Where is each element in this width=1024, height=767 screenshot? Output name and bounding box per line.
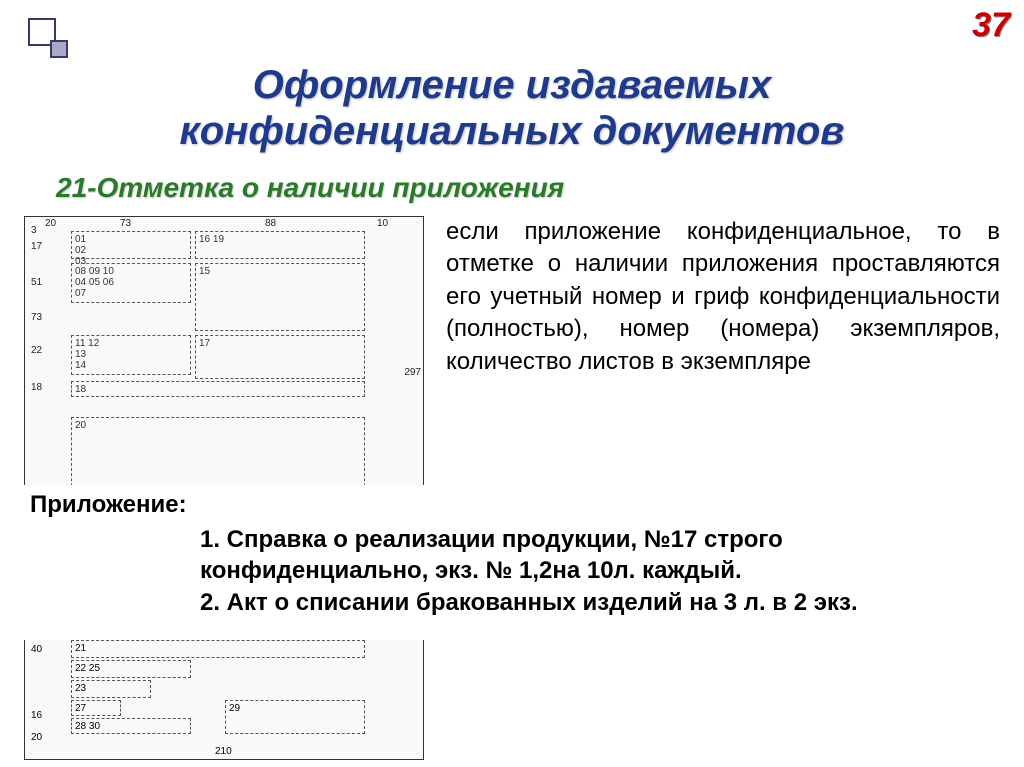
title-line-2: конфиденциальных документов: [180, 109, 845, 153]
diagram-cell: 15: [195, 263, 365, 331]
dim-label: 16: [31, 710, 42, 721]
diagram-cell: 27: [71, 700, 121, 716]
slide-subtitle: 21-Отметка о наличии приложения: [0, 154, 1024, 204]
dim-label: 51: [31, 277, 42, 288]
attachment-items: 1. Справка о реализации продукции, №17 с…: [30, 524, 1000, 618]
document-layout-diagram-upper: 20 73 88 10 3 17 51 73 22 18 297 010203 0…: [24, 216, 424, 526]
diagram-cell: 11 121314: [71, 335, 191, 375]
document-layout-diagram-lower: 40 16 20 210 21 22 25 23 27 28 30 29: [24, 640, 424, 760]
attachment-item-2: 2. Акт о списании бракованных изделий на…: [200, 587, 1000, 618]
dim-label: 20: [31, 732, 42, 743]
dim-label: 73: [31, 312, 42, 323]
diagram-cell: 28 30: [71, 718, 191, 734]
slide-title: Оформление издаваемых конфиденциальных д…: [0, 0, 1024, 154]
diagram-cell: 29: [225, 700, 365, 734]
dim-label: 40: [31, 644, 42, 655]
attachment-item-1: 1. Справка о реализации продукции, №17 с…: [200, 524, 1000, 586]
dim-label: 17: [31, 241, 42, 252]
attachment-block: Приложение: 1. Справка о реализации прод…: [24, 485, 1006, 626]
dim-label: 3: [31, 225, 37, 236]
diagram-cell: 22 25: [71, 660, 191, 678]
page-number: 37: [972, 6, 1010, 45]
diagram-cell: 08 09 1004 05 0607: [71, 263, 191, 303]
attachment-heading: Приложение:: [30, 489, 1000, 520]
diagram-cell: 21: [71, 640, 365, 658]
dim-label: 20: [45, 218, 56, 229]
dim-label: 73: [120, 218, 131, 229]
square-inner: [50, 40, 68, 58]
diagram-cell: 16 19: [195, 231, 365, 259]
dim-width: 210: [215, 746, 232, 757]
paragraph-text: если приложение конфиденциальное, то в о…: [446, 216, 1006, 526]
diagram-cell: 17: [195, 335, 365, 379]
diagram-cell: 010203: [71, 231, 191, 259]
dim-height: 297: [404, 367, 421, 378]
diagram-cell: 23: [71, 680, 151, 698]
diagram-column: 20 73 88 10 3 17 51 73 22 18 297 010203 0…: [24, 216, 424, 526]
diagram-cell: 18: [71, 381, 365, 397]
dim-label: 22: [31, 345, 42, 356]
title-line-1: Оформление издаваемых: [253, 63, 771, 107]
content-row: 20 73 88 10 3 17 51 73 22 18 297 010203 0…: [0, 204, 1024, 526]
dim-label: 10: [377, 218, 388, 229]
dim-label: 88: [265, 218, 276, 229]
dim-label: 18: [31, 382, 42, 393]
